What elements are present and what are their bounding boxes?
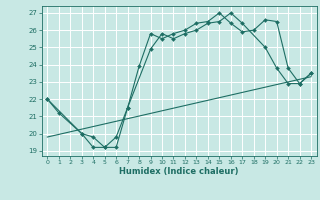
X-axis label: Humidex (Indice chaleur): Humidex (Indice chaleur) xyxy=(119,167,239,176)
